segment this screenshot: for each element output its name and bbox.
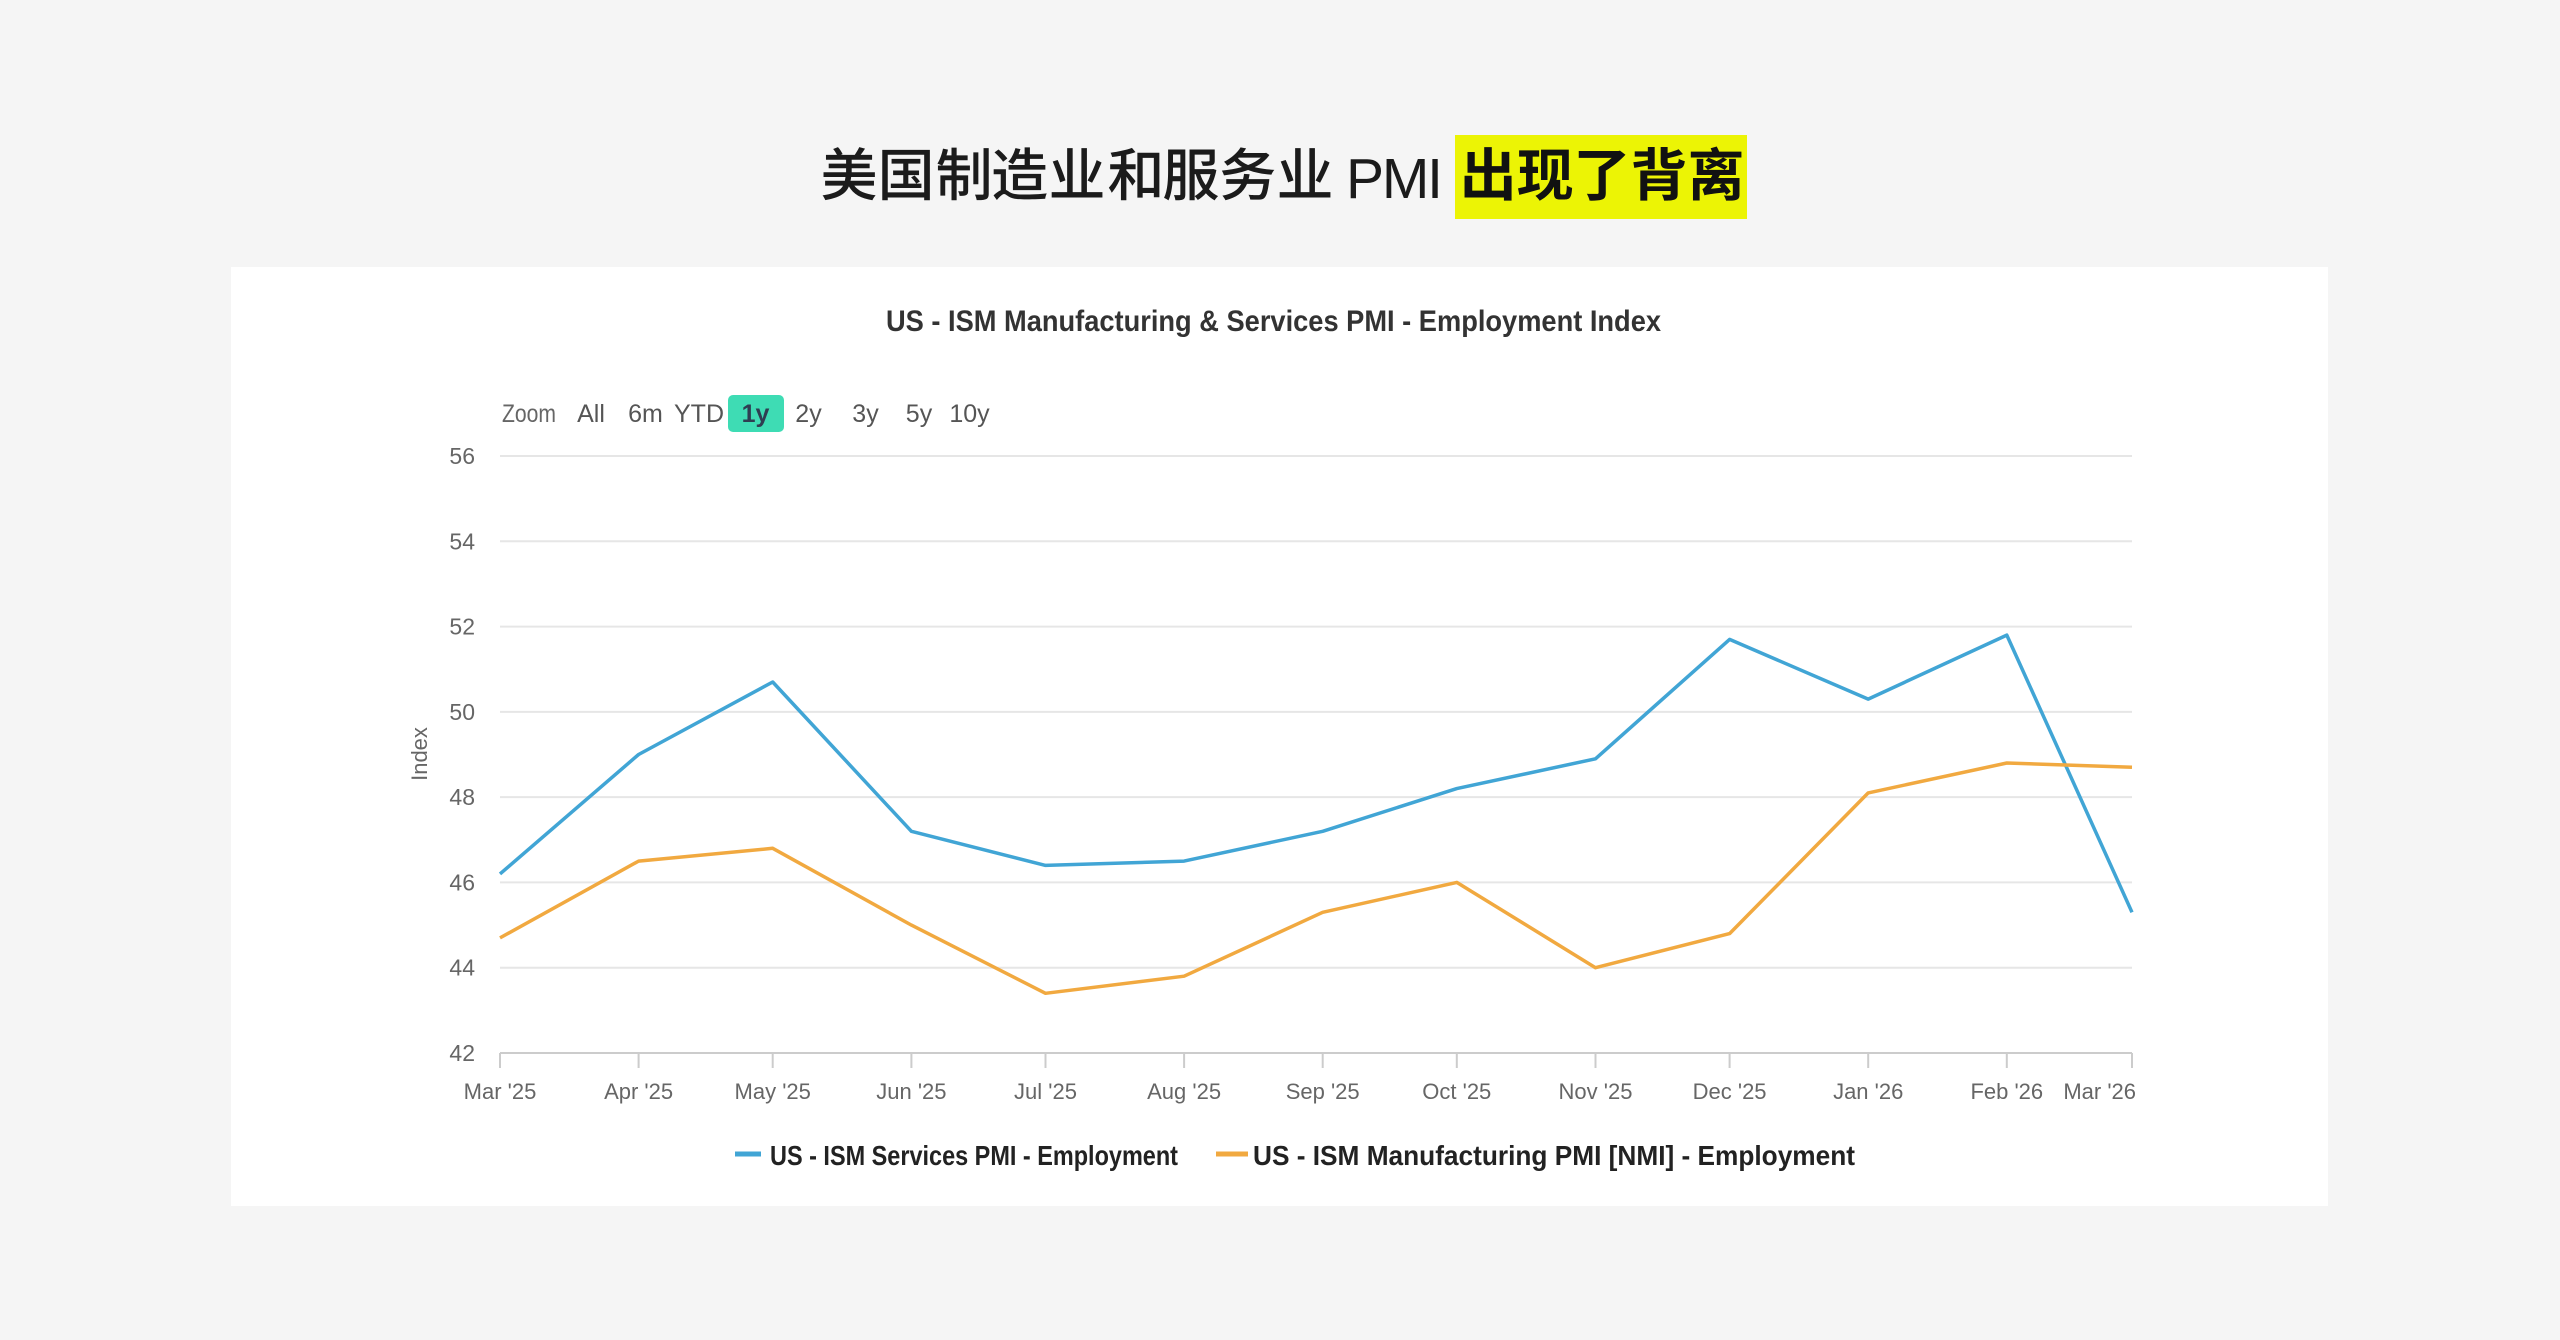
- svg-text:Nov '25: Nov '25: [1559, 1079, 1633, 1104]
- svg-text:Sep '25: Sep '25: [1286, 1079, 1360, 1104]
- svg-text:44: 44: [449, 955, 475, 981]
- svg-text:Mar '25: Mar '25: [464, 1079, 537, 1104]
- svg-text:Apr '25: Apr '25: [604, 1079, 673, 1104]
- svg-text:6m: 6m: [628, 400, 663, 428]
- svg-text:10y: 10y: [949, 400, 990, 428]
- svg-text:Jun '25: Jun '25: [876, 1079, 946, 1104]
- svg-text:Zoom: Zoom: [502, 400, 556, 428]
- svg-text:US - ISM Services PMI - Employ: US - ISM Services PMI - Employment: [770, 1140, 1178, 1171]
- svg-text:Jul '25: Jul '25: [1014, 1079, 1077, 1104]
- svg-text:52: 52: [449, 614, 475, 640]
- svg-text:YTD: YTD: [674, 400, 724, 428]
- svg-text:56: 56: [449, 443, 475, 469]
- svg-text:Aug '25: Aug '25: [1147, 1079, 1221, 1104]
- svg-text:Mar '26: Mar '26: [2063, 1079, 2136, 1104]
- svg-text:42: 42: [449, 1040, 475, 1066]
- svg-text:Jan '26: Jan '26: [1833, 1079, 1903, 1104]
- svg-text:3y: 3y: [852, 400, 879, 428]
- svg-text:46: 46: [449, 869, 475, 895]
- svg-text:1y: 1y: [742, 400, 770, 428]
- svg-text:All: All: [577, 400, 605, 428]
- svg-text:Oct '25: Oct '25: [1422, 1079, 1491, 1104]
- svg-text:PMI: PMI: [1346, 147, 1443, 211]
- svg-text:US - ISM Manufacturing PMI [NM: US - ISM Manufacturing PMI [NMI] - Emplo…: [1253, 1140, 1855, 1171]
- svg-text:50: 50: [449, 699, 475, 725]
- svg-text:May '25: May '25: [735, 1079, 811, 1104]
- svg-text:Dec '25: Dec '25: [1693, 1079, 1767, 1104]
- svg-text:Index: Index: [407, 727, 432, 781]
- svg-text:US - ISM Manufacturing & Servi: US - ISM Manufacturing & Services PMI - …: [886, 305, 1661, 338]
- svg-text:54: 54: [449, 528, 475, 554]
- svg-text:48: 48: [449, 784, 475, 810]
- svg-text:Feb '26: Feb '26: [1970, 1079, 2043, 1104]
- svg-text:2y: 2y: [795, 400, 822, 428]
- svg-text:5y: 5y: [906, 400, 933, 428]
